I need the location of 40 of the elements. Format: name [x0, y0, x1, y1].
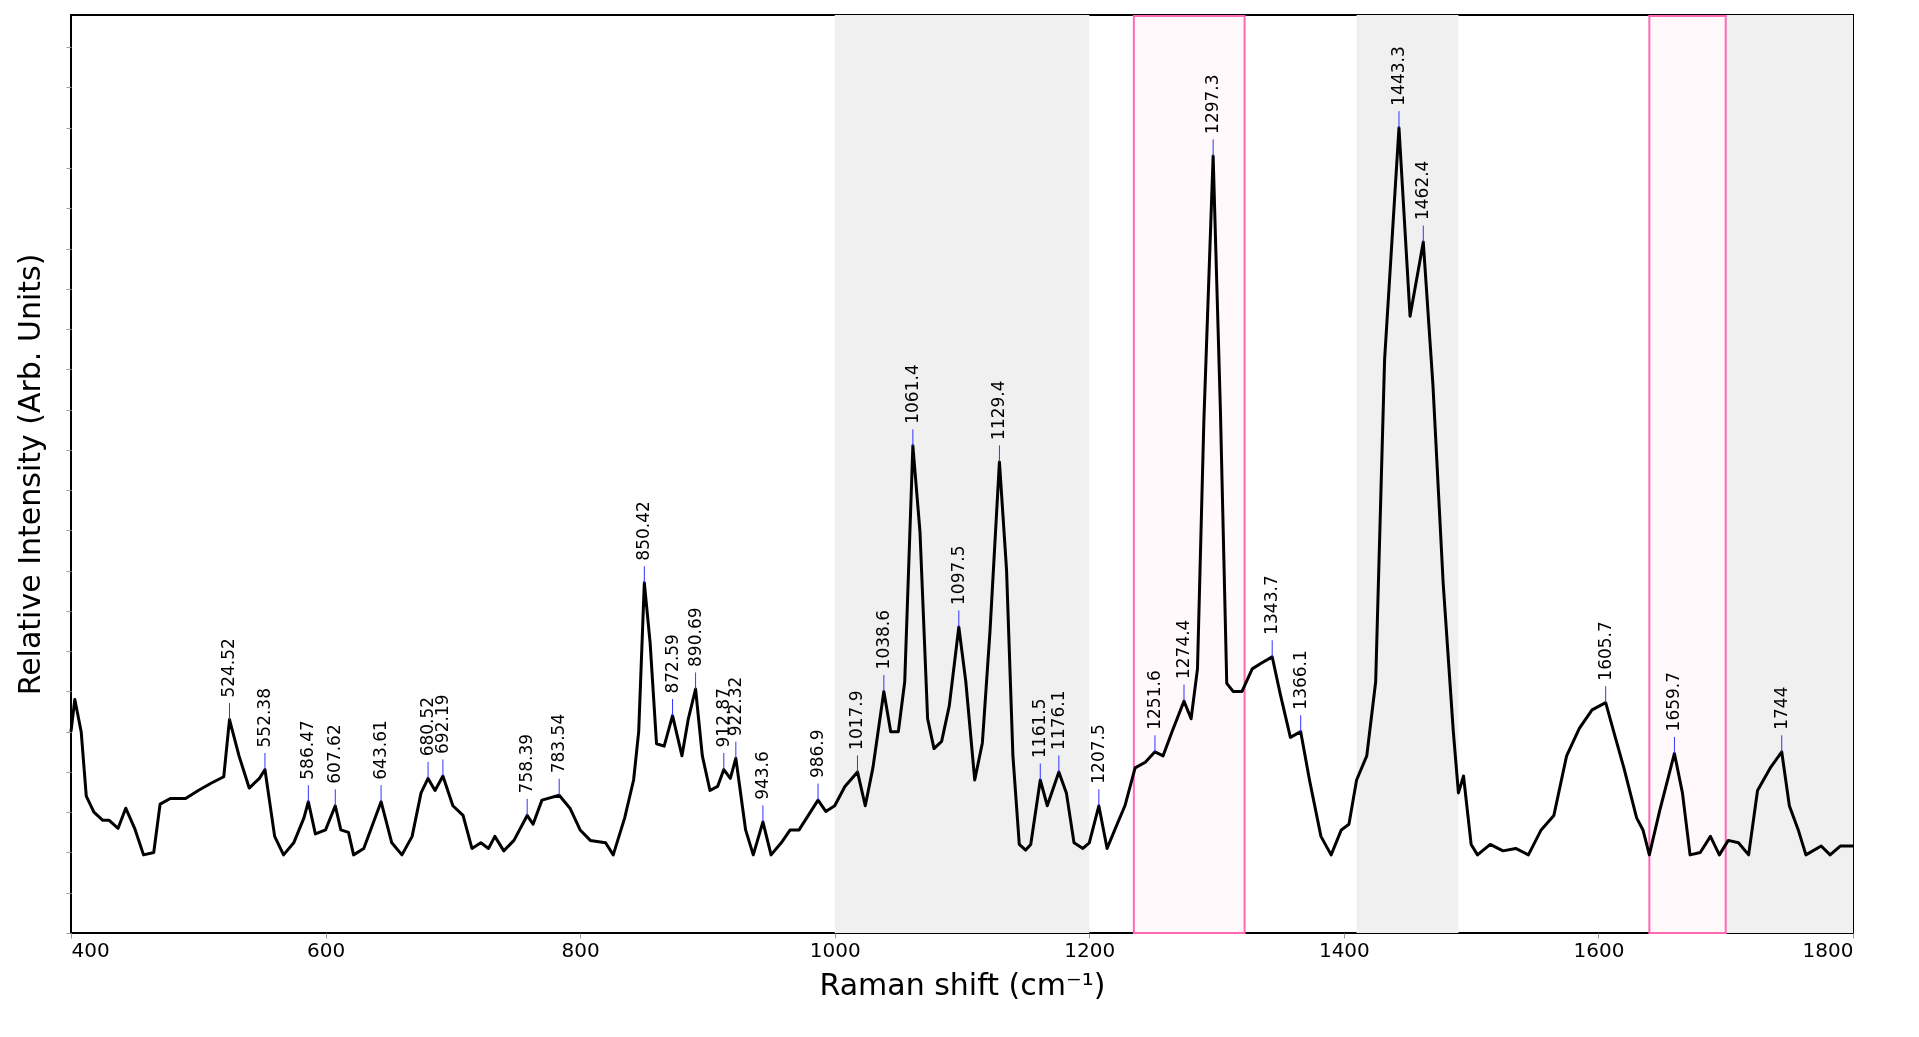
annotation: 758.39 — [516, 733, 537, 794]
annotation: 1659.7 — [1663, 671, 1684, 732]
annotation: 1251.6 — [1143, 670, 1164, 730]
annotation: 1366.1 — [1289, 650, 1310, 710]
x-tick-label: 1200 — [1064, 937, 1116, 962]
y-axis-title: Relative Intensity (Arb. Units) — [12, 253, 47, 696]
annotation: 524.52 — [218, 638, 239, 698]
annotation: 1343.7 — [1261, 575, 1282, 635]
annotation: 1744 — [1770, 686, 1791, 730]
annotation: 1605.7 — [1594, 621, 1615, 681]
annotation: 1297.3 — [1202, 74, 1223, 134]
annotation: 872.59 — [661, 634, 682, 694]
annotation: 1176.1 — [1047, 690, 1068, 750]
annotation: 1274.4 — [1172, 619, 1193, 680]
annotation: 943.6 — [751, 751, 772, 800]
x-tick-label: 1400 — [1318, 937, 1370, 962]
annotation: 1061.4 — [901, 364, 922, 424]
annotation: 783.54 — [548, 713, 569, 774]
annotation: 552.38 — [253, 688, 274, 748]
annotation: 1038.6 — [872, 609, 893, 670]
annotation: 1161.5 — [1029, 698, 1050, 758]
x-axis-title: Raman shift (cm⁻¹) — [819, 966, 1106, 1002]
x-tick-label: 1800 — [1802, 937, 1854, 962]
annotation: 643.61 — [370, 720, 391, 780]
x-tick-label: 400 — [71, 937, 110, 962]
annotation: 986.9 — [807, 729, 828, 779]
annotation: 850.42 — [633, 501, 654, 561]
annotation: 1129.4 — [988, 380, 1009, 440]
annotation: 1443.3 — [1387, 46, 1408, 106]
annotation: 607.62 — [324, 724, 345, 784]
x-tick-label: 600 — [306, 937, 346, 962]
annotation: 1097.5 — [947, 545, 968, 605]
annotation: 890.69 — [684, 607, 705, 667]
x-tick-label: 1600 — [1573, 937, 1625, 962]
x-tick-label: 1000 — [809, 937, 861, 962]
annotation: 1462.4 — [1412, 160, 1433, 221]
annotation: 586.47 — [297, 720, 318, 780]
annotation: 1017.9 — [846, 690, 867, 750]
annotation: 1207.5 — [1087, 724, 1108, 784]
x-tick-label: 800 — [561, 937, 600, 962]
